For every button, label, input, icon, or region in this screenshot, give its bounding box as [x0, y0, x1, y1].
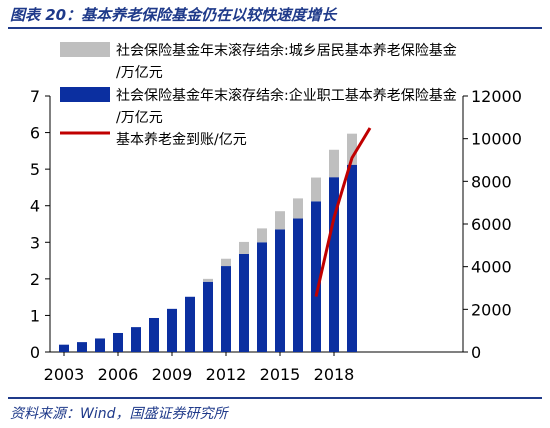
- y-left-tick-label: 7: [30, 87, 40, 106]
- bar-enterprise-pension: [293, 218, 303, 352]
- bar-residents-pension: [293, 198, 303, 219]
- bar-enterprise-pension: [149, 317, 159, 352]
- x-tick-label: 2006: [98, 365, 139, 384]
- legend-entry-residents-label: 社会保险基金年末滚存结余:城乡居民基本养老保险基金/万亿元: [116, 42, 457, 81]
- x-tick-label: 2009: [152, 365, 193, 384]
- bar-enterprise-pension: [311, 201, 321, 352]
- bar-residents-pension: [239, 241, 249, 254]
- y-left-tick-label: 3: [30, 233, 40, 252]
- source-note: 资料来源：Wind，国盛证券研究所: [10, 406, 228, 422]
- x-tick-label: 2015: [260, 365, 301, 384]
- bar-residents-pension: [257, 228, 267, 243]
- line-pension-arrival: [314, 127, 372, 297]
- y-right-tick-label: 0: [471, 343, 481, 362]
- y-right-tick-label: 2000: [471, 300, 512, 319]
- bar-enterprise-pension: [275, 229, 285, 352]
- bar-residents-pension: [329, 149, 339, 178]
- y-right-tick-label: 6000: [471, 215, 512, 234]
- legend-entry-residents-swatch: [60, 42, 110, 57]
- bar-enterprise-pension: [257, 242, 267, 352]
- legend-entry-enterprise-swatch: [60, 87, 110, 102]
- y-left-tick-label: 5: [30, 160, 40, 179]
- legend: 社会保险基金年末滚存结余:城乡居民基本养老保险基金/万亿元社会保险基金年末滚存结…: [60, 42, 457, 148]
- y-left-tick-label: 4: [30, 197, 40, 216]
- x-tick-label: 2003: [44, 365, 85, 384]
- y-right-tick-label: 8000: [471, 172, 512, 191]
- legend-entry-enterprise-label: 社会保险基金年末滚存结余:企业职工基本养老保险基金/万亿元: [116, 87, 457, 126]
- bar-enterprise-pension: [221, 266, 231, 352]
- title-rule: [8, 27, 542, 29]
- x-tick-label: 2018: [314, 365, 355, 384]
- bar-enterprise-pension: [77, 342, 87, 352]
- bar-enterprise-pension: [185, 296, 195, 352]
- y-left-tick-label: 0: [30, 343, 40, 362]
- bar-residents-pension: [311, 177, 321, 202]
- bar-enterprise-pension: [59, 344, 69, 352]
- legend-entry-pension-arrival-label: 基本养老金到账/亿元: [116, 131, 247, 148]
- y-left-tick-label: 1: [30, 306, 40, 325]
- bar-enterprise-pension: [131, 327, 141, 352]
- y-right-tick-label: 12000: [471, 87, 522, 106]
- x-tick-label: 2012: [206, 365, 247, 384]
- bar-residents-pension: [275, 211, 285, 230]
- y-left-tick-label: 2: [30, 270, 40, 289]
- y-right-tick-label: 10000: [471, 130, 522, 149]
- y-left-tick-label: 6: [30, 124, 40, 143]
- bar-enterprise-pension: [347, 164, 357, 352]
- bar-residents-pension: [347, 133, 357, 165]
- bar-enterprise-pension: [167, 308, 177, 352]
- bar-enterprise-pension: [203, 281, 213, 352]
- bar-residents-pension: [203, 278, 213, 282]
- figure-title: 图表 20：基本养老保险基金仍在以较快速度增长: [10, 6, 337, 24]
- bar-enterprise-pension: [329, 177, 339, 352]
- bar-enterprise-pension: [113, 332, 123, 352]
- source-rule: [8, 397, 542, 399]
- bar-residents-pension: [221, 258, 231, 267]
- bar-enterprise-pension: [95, 338, 105, 352]
- bar-enterprise-pension: [239, 253, 249, 352]
- y-right-tick-label: 4000: [471, 258, 512, 277]
- plot-area: 0 1 2 3 4 5 6 7 0 2000 4000 6000 8000 10000 12000 2003 2…: [30, 87, 522, 384]
